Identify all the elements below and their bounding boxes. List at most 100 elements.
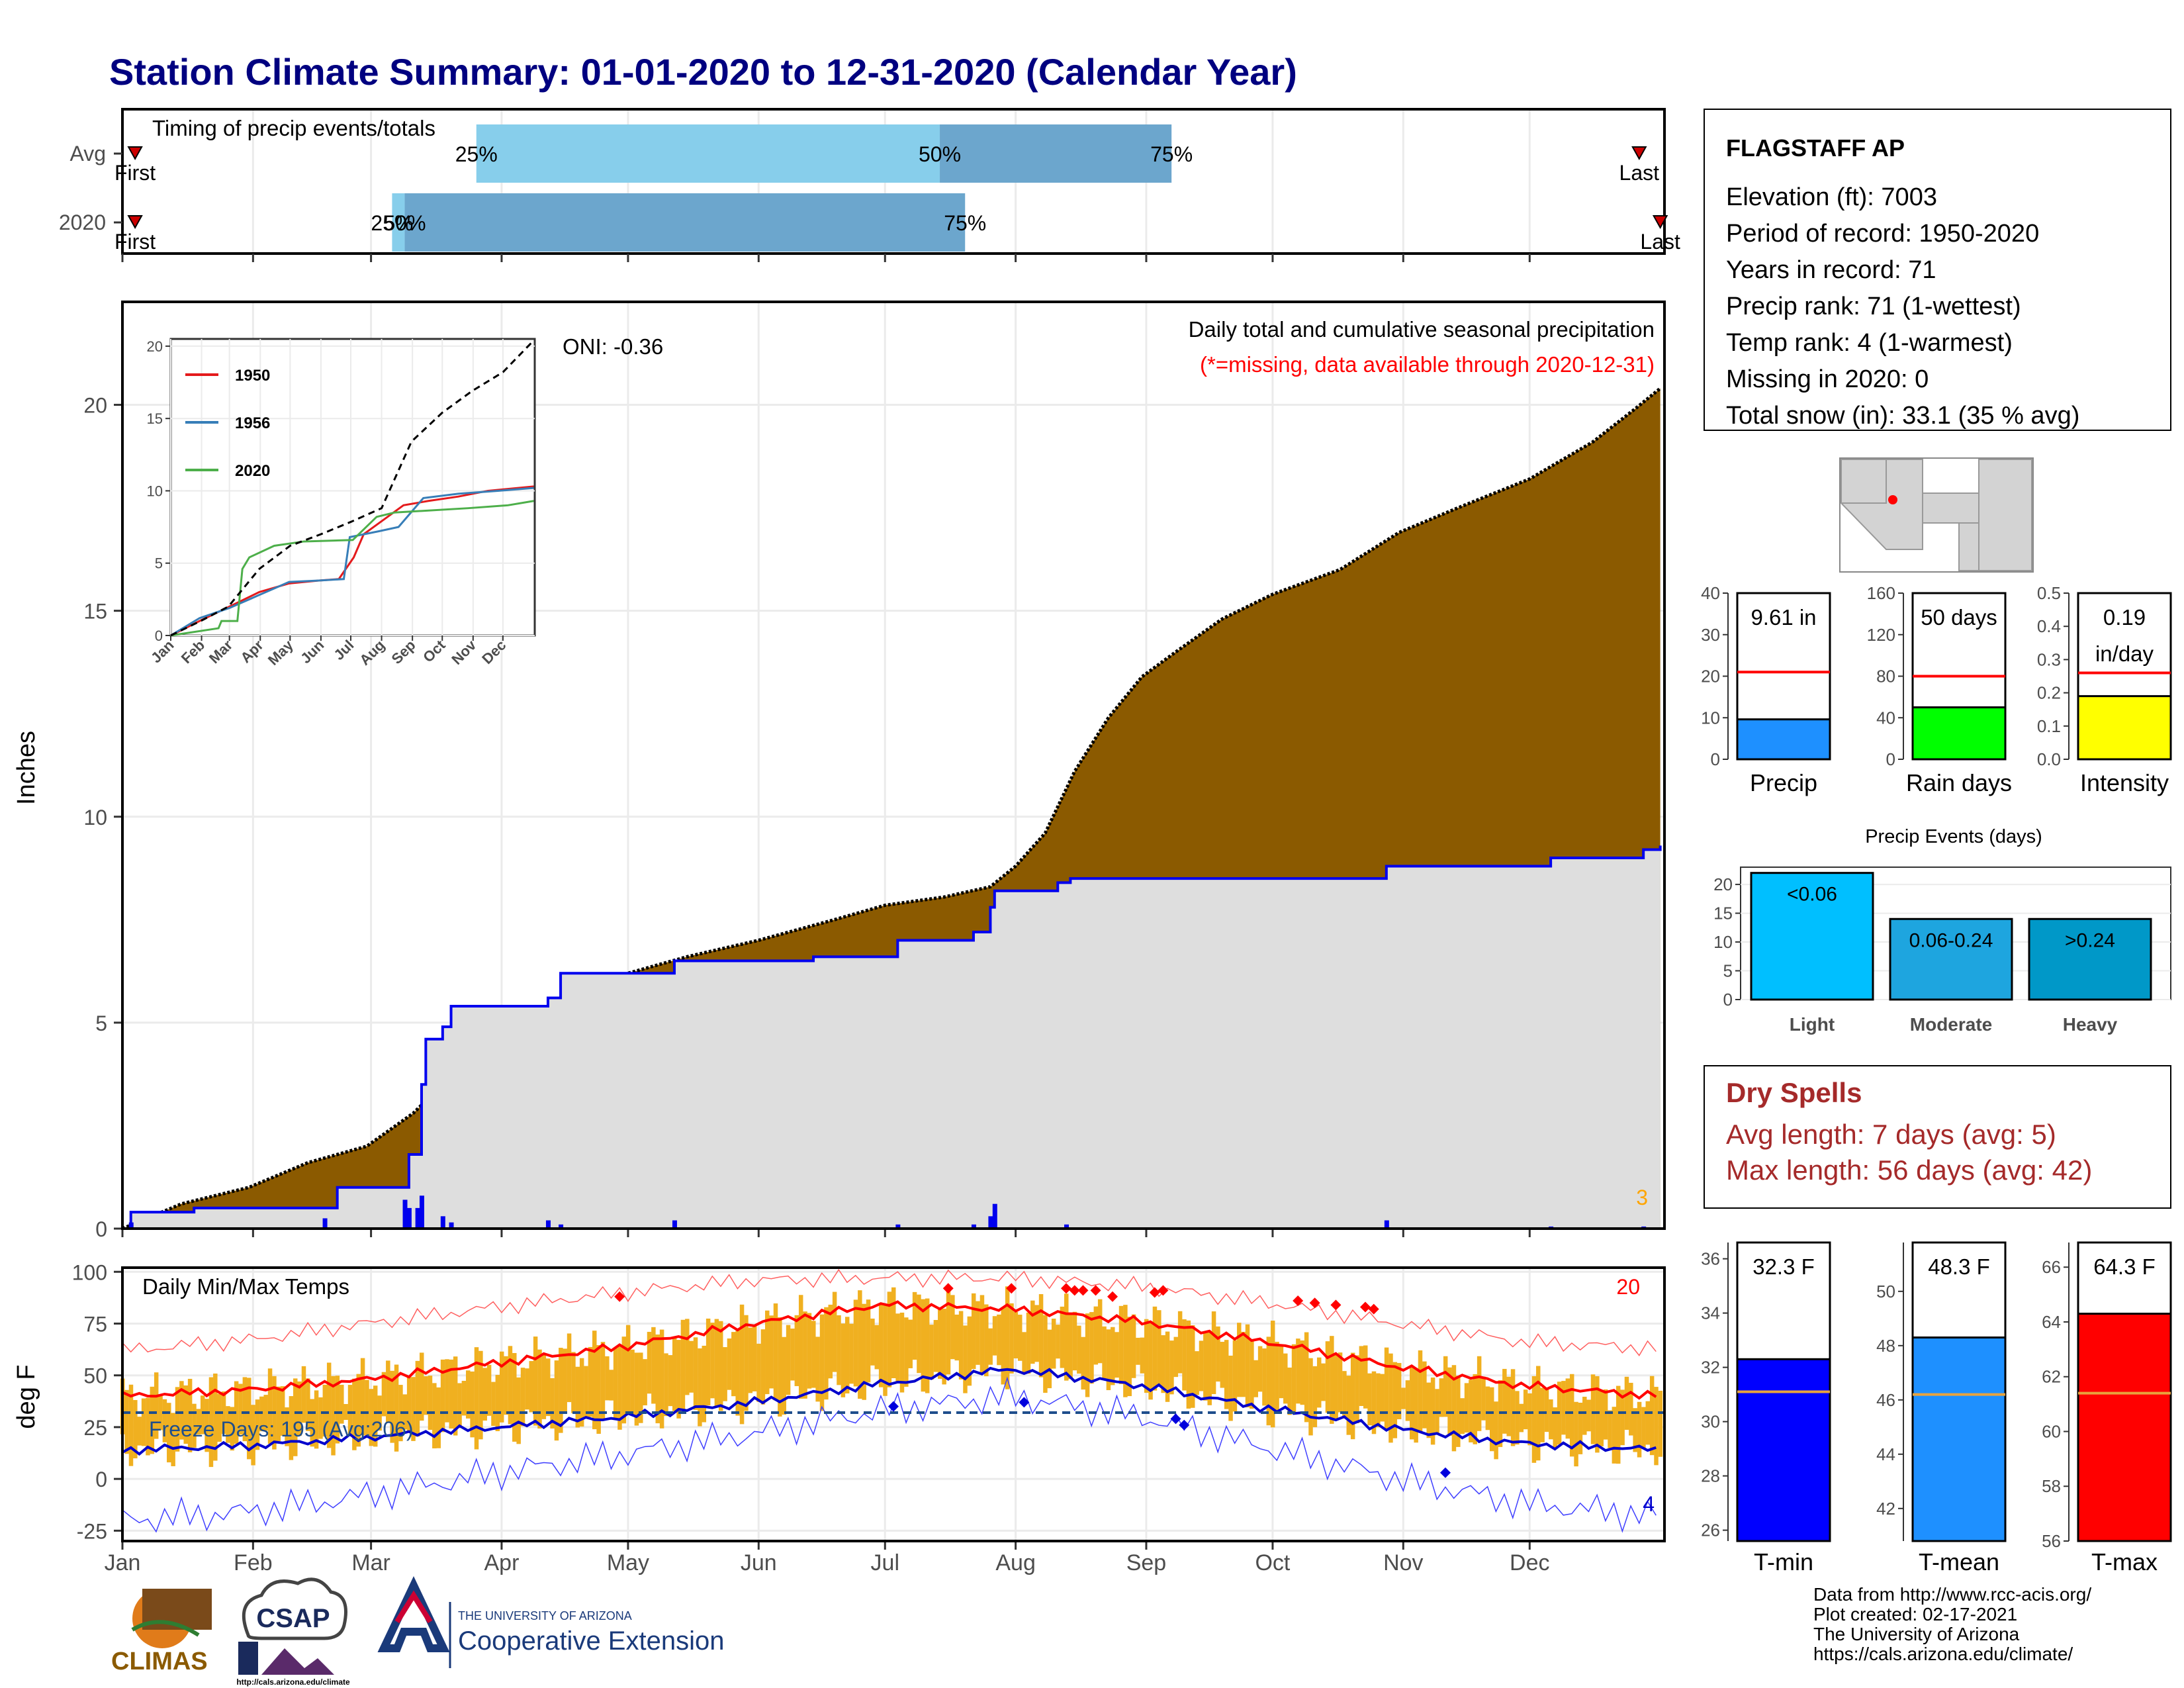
first-event-marker [127,215,143,230]
daily-temp-bar [1477,1356,1482,1431]
timing-frame [121,108,1666,255]
daily-temp-bar [731,1332,736,1397]
daily-temp-bar [1561,1381,1566,1435]
temp-stat-bars: 26 28 30 32 34 36 32.3 F T-min 42 44 46 48 50 48.3 F T… [1701,1241,2172,1575]
daily-temp-bar [343,1403,348,1420]
precip-y-tick-label: 0 [95,1217,107,1241]
ua-logo: THE UNIVERSITY OF ARIZONA Cooperative Ex… [377,1575,724,1668]
daily-temp-bar [1009,1303,1014,1374]
record-high-marker [1006,1283,1017,1294]
daily-temp-bar [1599,1391,1604,1446]
daily-temp-bar [1624,1376,1629,1430]
daily-temp-bar [1148,1322,1153,1400]
station-name: FLAGSTAFF AP [1726,134,1905,162]
daily-temp-bar [676,1340,681,1419]
daily-temp-bar [424,1376,428,1415]
daily-temp-bar [1325,1341,1330,1413]
climas-logo-text: CLIMAS [111,1648,208,1675]
daily-temp-bar [179,1381,184,1440]
daily-temp-bar [301,1366,306,1423]
daily-temp-bar [293,1378,298,1456]
csap-logo-url: http://cals.arizona.edu/climate [236,1677,350,1687]
daily-temp-bar [205,1399,209,1452]
record-high-marker [1090,1285,1101,1296]
stat-axis-tick-label: 36 [1701,1249,1720,1269]
daily-temp-bar [571,1352,576,1413]
daily-temp-bar [807,1313,812,1389]
daily-precip-bar [988,1216,993,1229]
record-high-marker [1061,1283,1072,1294]
daily-temp-bar [1111,1327,1115,1385]
inset-frame [169,338,536,637]
timing-q3-bar [940,124,1172,183]
daily-temp-bar [1034,1305,1039,1362]
month-label: Sep [1126,1550,1167,1575]
daily-temp-bar [613,1348,618,1419]
stat-axis-tick-label: 0.4 [2037,616,2061,636]
daily-temp-bar [1152,1306,1158,1391]
daily-temp-bar [634,1352,639,1426]
stat-bar-category: T-mean [1919,1548,1999,1575]
daily-temp-bar [828,1304,833,1379]
daily-temp-bar [318,1397,323,1439]
record-high-marker [1368,1303,1379,1315]
month-axis-labels: Jan Feb Mar Apr May Jun Jul Aug Sep Oct Nov Dec [105,1550,1550,1575]
stat-bar [2077,695,2172,761]
daily-temp-bar [592,1331,597,1430]
daily-temp-bar [124,1389,129,1454]
daily-temp-bar [1300,1340,1305,1405]
timing-p75-label: 75% [944,211,986,235]
month-label: Jun [741,1550,777,1575]
daily-temp-bar [891,1287,896,1378]
stat-axis-tick-label: 10 [1701,708,1720,727]
daily-temp-bar [895,1313,900,1383]
timing-p25-label: 25% [371,211,413,235]
daily-temp-bar [154,1372,159,1439]
daily-temp-bar [285,1407,289,1446]
map-state-borders [1841,459,1979,571]
dry-spells-max: Max length: 56 days (avg: 42) [1726,1154,2092,1186]
daily-temp-bar [1127,1317,1132,1397]
daily-temp-bar [1001,1307,1006,1385]
precip-plot-area: 0 5 10 15 20 [83,302,1664,1241]
daily-temp-bar [1081,1336,1085,1390]
temp-y-tick-label: 75 [83,1312,107,1336]
inset-y-tick-label: 0 [155,628,163,644]
daily-temp-bar [819,1314,825,1411]
daily-temp-bar [680,1319,686,1411]
last-event-marker [1631,146,1647,161]
daily-temp-bar [255,1399,260,1450]
daily-temp-bar [849,1323,854,1384]
daily-temp-bar [1123,1305,1128,1397]
stat-axis-tick-label: 60 [2042,1421,2061,1441]
daily-temp-bar [1346,1376,1351,1435]
daily-temp-bar [1392,1362,1398,1438]
event-bar-value: >0.24 [2065,929,2115,951]
stat-bar-category: Rain days [1906,769,2012,796]
daily-temp-bar [1494,1401,1498,1460]
daily-temp-bar [474,1347,479,1450]
daily-precip-bar [559,1224,564,1229]
daily-temp-bar [630,1349,635,1416]
daily-temp-bar [1637,1401,1642,1458]
ua-logo-a-inner [394,1590,433,1624]
first-event-marker [127,146,143,161]
daily-temp-bar [899,1312,905,1393]
daily-temp-bar [314,1390,319,1449]
stat-axis-tick-label: 0.1 [2037,716,2061,736]
daily-temp-bar [1051,1319,1056,1369]
stat-axis-tick-label: 50 [1876,1282,1895,1301]
dry-spells-avg: Avg length: 7 days (avg: 5) [1726,1119,2056,1150]
daily-temp-bar [1203,1333,1208,1401]
daily-temp-bar [1207,1331,1212,1405]
daily-temp-bar [997,1314,1001,1366]
daily-temp-bar [1190,1325,1195,1408]
ua-logo-a [377,1575,450,1652]
record-high-marker [1149,1287,1160,1298]
daily-temp-bar [1481,1376,1486,1421]
stat-bar [2077,1313,2172,1542]
temp-y-tick-label: -25 [77,1519,107,1543]
timing-last-label: Last [1640,230,1680,254]
record-high-marker [1293,1295,1304,1307]
